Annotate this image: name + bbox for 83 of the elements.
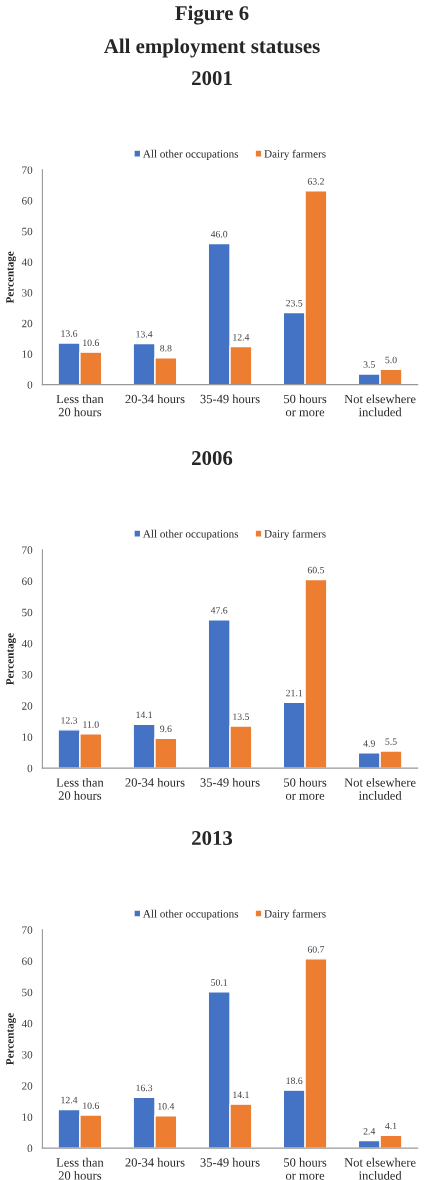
y-tick-label: 50 bbox=[22, 608, 33, 617]
chart-title: 2001 bbox=[192, 71, 232, 86]
legend-label: All other occupations bbox=[142, 909, 239, 920]
legend-label: Dairy farmers bbox=[264, 149, 326, 160]
y-tick-label: 10 bbox=[22, 350, 33, 358]
y-axis-title: Percentage bbox=[6, 633, 17, 685]
data-label: 13.4 bbox=[136, 330, 153, 338]
data-label: 12.3 bbox=[61, 717, 78, 724]
y-tick-label: 30 bbox=[22, 1051, 33, 1059]
data-label: 5.0 bbox=[385, 356, 397, 364]
data-label: 9.6 bbox=[160, 725, 172, 733]
data-label: 2.4 bbox=[363, 1127, 376, 1135]
x-tick-label: Not elsewhere included bbox=[344, 394, 416, 417]
data-label: 23.5 bbox=[286, 299, 303, 307]
x-tick-label: 35-49 hours bbox=[200, 394, 260, 404]
data-label: 4.9 bbox=[363, 740, 375, 747]
y-tick-label: 20 bbox=[22, 319, 33, 328]
data-label: 3.5 bbox=[363, 361, 375, 368]
data-label: 21.1 bbox=[286, 689, 303, 697]
x-tick-label: Not elsewhere included bbox=[344, 777, 416, 800]
y-tick-label: 0 bbox=[27, 381, 33, 389]
data-label: 8.8 bbox=[160, 344, 172, 352]
y-tick-label: 50 bbox=[22, 227, 33, 236]
data-label: 10.6 bbox=[83, 339, 100, 347]
data-label: 12.4 bbox=[61, 1096, 78, 1104]
data-label: 10.6 bbox=[83, 1102, 100, 1109]
y-axis-title: Percentage bbox=[6, 251, 17, 304]
x-tick-label: Less than 20 hours bbox=[56, 394, 104, 417]
x-tick-label: 50 hours or more bbox=[284, 777, 327, 800]
data-label: 63.2 bbox=[307, 178, 324, 185]
data-label: 18.6 bbox=[286, 1077, 303, 1085]
y-tick-label: 0 bbox=[27, 764, 33, 773]
legend-label: Dairy farmers bbox=[264, 529, 326, 540]
data-label: 11.0 bbox=[83, 721, 99, 728]
caption: Figure 6 bbox=[175, 5, 249, 25]
y-tick-label: 70 bbox=[22, 926, 33, 934]
y-tick-label: 50 bbox=[22, 988, 33, 997]
y-tick-label: 40 bbox=[21, 639, 33, 648]
y-tick-label: 10 bbox=[22, 733, 33, 741]
y-tick-label: 30 bbox=[22, 289, 33, 297]
y-tick-label: 10 bbox=[22, 1113, 33, 1121]
y-axis-title: Percentage bbox=[6, 1013, 17, 1065]
x-tick-label: 50 hours or more bbox=[284, 1157, 327, 1180]
y-tick-label: 30 bbox=[22, 671, 33, 679]
chart-title: 2006 bbox=[192, 451, 233, 466]
x-tick-label: Less than 20 hours bbox=[56, 777, 104, 800]
y-tick-label: 0 bbox=[27, 1144, 33, 1153]
data-label: 16.3 bbox=[136, 1084, 153, 1092]
legend-label: All other occupations bbox=[142, 529, 239, 540]
data-label: 13.6 bbox=[61, 330, 78, 337]
x-tick-label: 35-49 hours bbox=[200, 1157, 260, 1167]
y-tick-label: 60 bbox=[22, 957, 33, 965]
x-tick-label: Not elsewhere included bbox=[344, 1157, 416, 1180]
data-label: 14.1 bbox=[233, 1091, 249, 1099]
data-label: 10.4 bbox=[158, 1103, 175, 1110]
y-tick-label: 40 bbox=[21, 1019, 33, 1028]
data-label: 60.5 bbox=[307, 566, 325, 574]
data-label: 14.1 bbox=[136, 711, 153, 719]
data-label: 4.1 bbox=[385, 1122, 397, 1130]
y-tick-label: 60 bbox=[22, 577, 33, 586]
y-tick-label: 70 bbox=[22, 166, 33, 174]
x-tick-label: Less than 20 hours bbox=[56, 1157, 104, 1180]
y-tick-label: 20 bbox=[22, 702, 33, 710]
y-tick-label: 40 bbox=[21, 258, 33, 266]
legend-label: All other occupations bbox=[142, 149, 239, 160]
data-label: 50.1 bbox=[211, 979, 228, 986]
data-label: 46.0 bbox=[210, 230, 228, 238]
text: All employment statuses bbox=[104, 38, 320, 58]
y-tick-label: 60 bbox=[22, 197, 33, 205]
data-label: 5.5 bbox=[385, 738, 397, 745]
x-tick-label: 35-49 hours bbox=[200, 777, 260, 787]
x-tick-label: 20-34 hours bbox=[125, 1157, 185, 1167]
data-label: 12.4 bbox=[233, 333, 250, 341]
legend-label: Dairy farmers bbox=[264, 909, 326, 920]
data-label: 13.5 bbox=[233, 713, 250, 720]
y-tick-label: 20 bbox=[22, 1082, 33, 1090]
x-tick-label: 20-34 hours bbox=[125, 394, 185, 404]
y-tick-label: 70 bbox=[22, 546, 33, 554]
data-label: 47.6 bbox=[210, 607, 228, 614]
chart-title: 2013 bbox=[192, 831, 233, 846]
x-tick-label: 50 hours or more bbox=[284, 394, 327, 417]
x-tick-label: 20-34 hours bbox=[125, 777, 185, 787]
data-label: 60.7 bbox=[307, 946, 325, 953]
